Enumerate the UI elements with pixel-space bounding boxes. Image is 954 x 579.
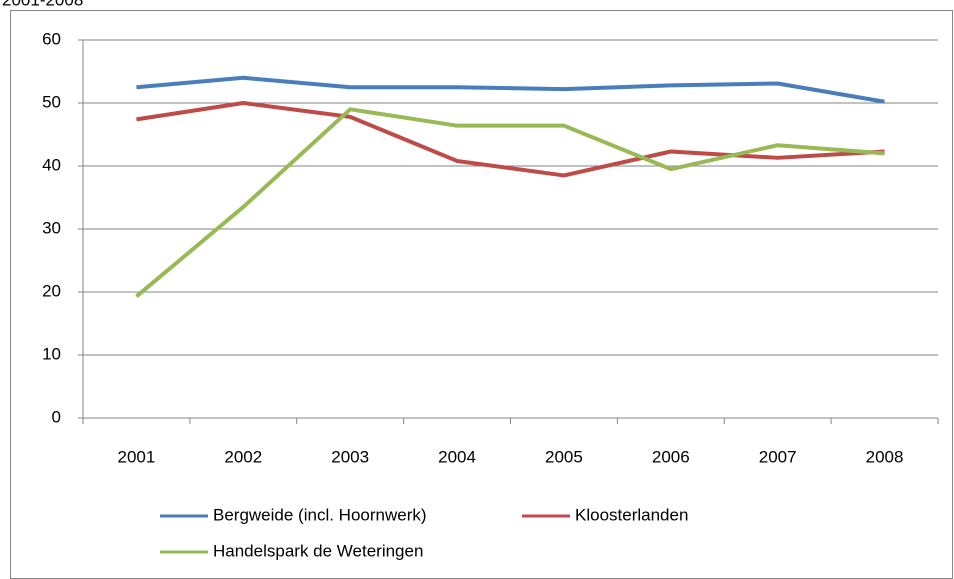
x-tick-label: 2008 [866, 447, 904, 466]
legend-label: Bergweide (incl. Hoornwerk) [213, 505, 427, 524]
y-tick-label: 60 [42, 29, 61, 48]
series-line [136, 75, 885, 104]
x-tick-label: 2004 [438, 447, 476, 466]
series-line [136, 101, 885, 178]
x-tick-label: 2003 [331, 447, 369, 466]
y-tick-label: 20 [42, 281, 61, 300]
x-tick-label: 2001 [118, 447, 156, 466]
x-tick-label: 2005 [545, 447, 583, 466]
chart-title: 2001-2008 [2, 0, 83, 9]
x-tick-label: 2007 [759, 447, 797, 466]
x-tick-label: 2006 [652, 447, 690, 466]
y-tick-label: 10 [42, 344, 61, 363]
y-tick-label: 0 [52, 407, 61, 426]
y-tick-label: 30 [42, 218, 61, 237]
y-tick-label: 40 [42, 155, 61, 174]
y-tick-label: 50 [42, 92, 61, 111]
series-line [135, 107, 885, 298]
x-tick-label: 2002 [224, 447, 262, 466]
legend-label: Kloosterlanden [575, 505, 688, 524]
legend-label: Handelspark de Weteringen [213, 541, 423, 560]
chart-frame [10, 10, 953, 579]
